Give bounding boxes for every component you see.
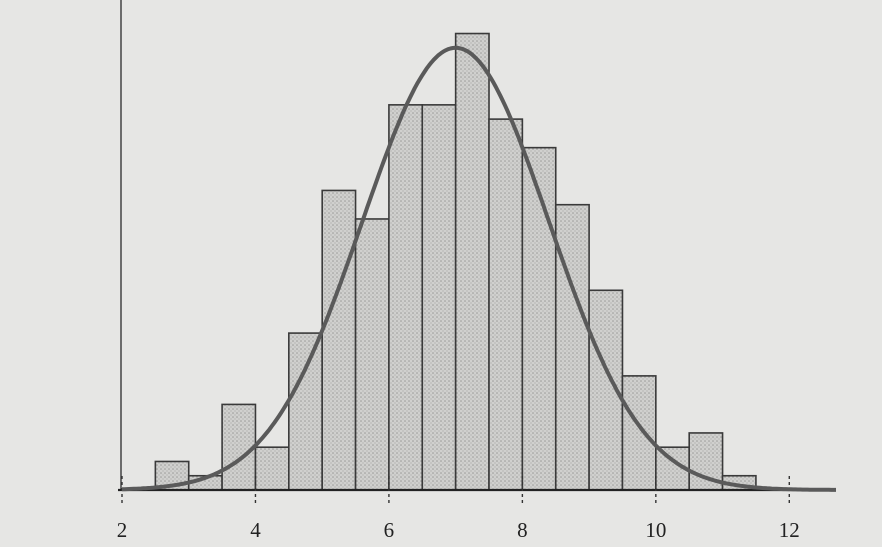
x-tick-label: 2 — [117, 518, 128, 542]
bar — [488, 118, 524, 491]
x-tick-label: 6 — [384, 518, 395, 542]
bar — [221, 403, 257, 491]
x-tick-label: 4 — [250, 518, 261, 542]
bar — [421, 104, 457, 491]
bar — [554, 203, 590, 491]
bar — [288, 332, 323, 491]
bar — [621, 375, 657, 491]
bar — [321, 189, 357, 491]
x-tick-label: 12 — [779, 518, 800, 542]
bar — [454, 32, 490, 491]
x-tick-label: 8 — [517, 518, 528, 542]
normal-curve — [122, 45, 836, 492]
bar — [354, 218, 390, 491]
x-tick-label: 10 — [645, 518, 666, 542]
bar — [254, 446, 290, 491]
bar — [388, 104, 424, 491]
